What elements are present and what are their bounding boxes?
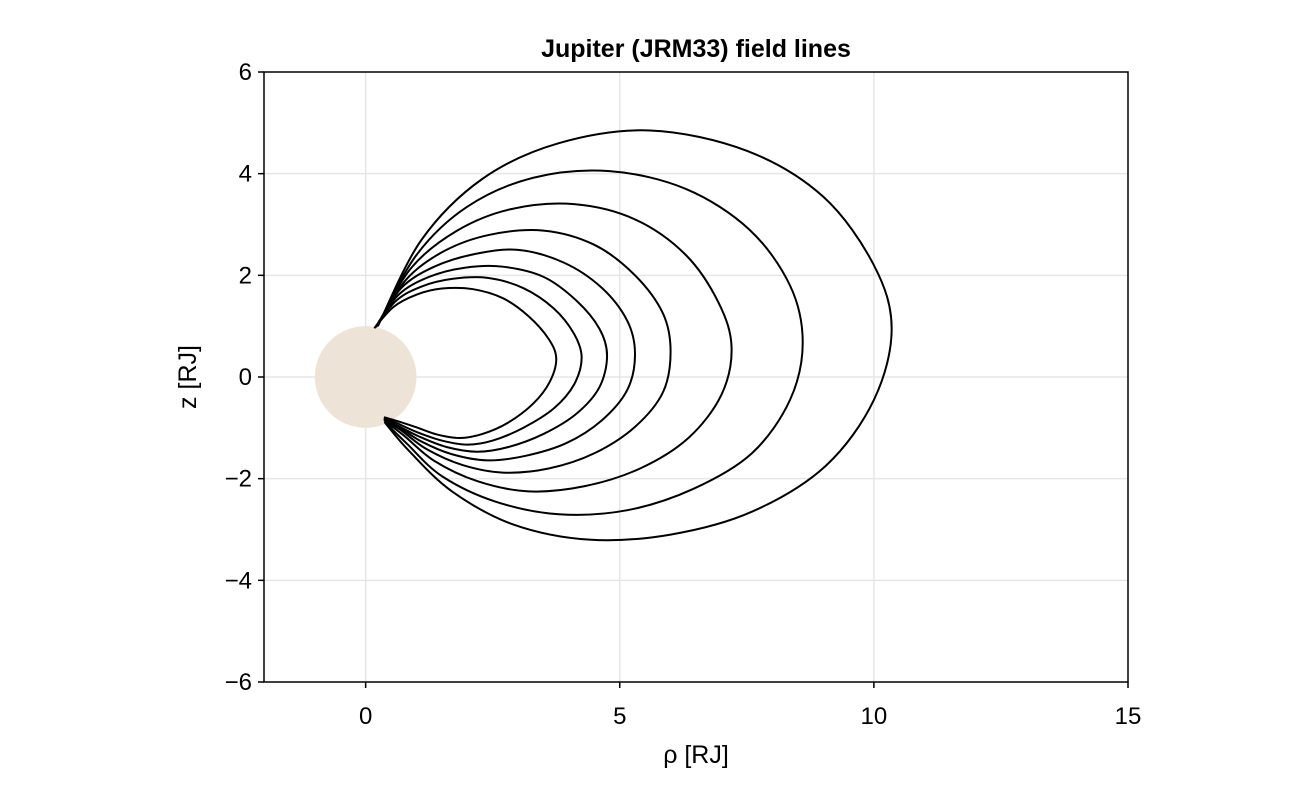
x-tick-label-3: 15 — [1115, 703, 1142, 730]
planet-layer — [314, 326, 417, 428]
field-lines — [373, 129, 893, 542]
x-axis-label: ρ [RJ] — [663, 741, 729, 769]
y-tick-label-2: −2 — [225, 466, 252, 493]
grid-lines — [264, 72, 1128, 682]
field-line-1 — [373, 286, 558, 440]
field-line-8 — [376, 129, 893, 542]
y-tick-label-1: −4 — [225, 567, 252, 594]
field-line-7 — [376, 169, 804, 516]
field-line-3 — [374, 264, 609, 453]
field-line-5 — [375, 229, 672, 474]
x-tick-label-1: 5 — [613, 703, 626, 730]
y-tick-label-4: 2 — [239, 262, 252, 289]
x-tick-label-2: 10 — [861, 703, 888, 730]
y-tick-label-0: −6 — [225, 669, 252, 696]
y-tick-label-3: 0 — [239, 364, 252, 391]
planet-disk — [314, 326, 417, 428]
y-axis-label: z [RJ] — [174, 345, 202, 409]
field-line-2 — [374, 276, 583, 446]
y-tick-label-6: 6 — [239, 59, 252, 86]
field-line-6 — [375, 202, 733, 493]
y-tick-label-5: 4 — [239, 161, 252, 188]
y-axis-ticks: −6 −4 −2 0 2 4 6 — [225, 59, 264, 696]
field-line-4 — [374, 248, 637, 462]
chart-title: Jupiter (JRM33) field lines — [541, 35, 851, 63]
x-tick-label-0: 0 — [359, 703, 372, 730]
x-axis-ticks: 0 5 10 15 — [359, 682, 1141, 730]
